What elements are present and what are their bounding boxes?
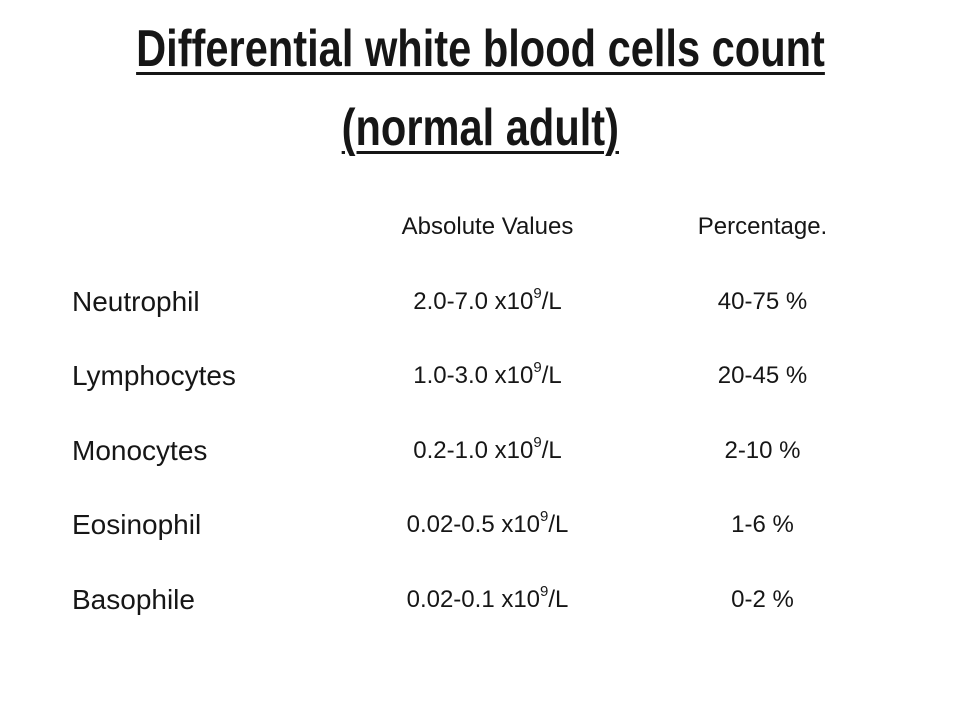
abs-unit: /L — [548, 511, 569, 539]
column-header-absolute-values-cell: Absolute Values — [330, 190, 645, 265]
title-line-1-text: Differential white blood cells count — [135, 20, 825, 78]
abs-range: 0.02-0.1 x10 — [406, 585, 541, 613]
table-row-absolute-cell: 0.02-0.1 x109/L — [330, 563, 645, 638]
table-row-percentage-cell: 1-6 % — [645, 488, 880, 563]
abs-exponent: 9 — [533, 284, 542, 302]
abs-unit: /L — [541, 436, 562, 464]
row-label: Basophile — [72, 583, 195, 615]
row-label: Lymphocytes — [72, 360, 236, 392]
percentage-value: 2-10 % — [724, 436, 801, 464]
absolute-value: 0.2-1.0 x109/L — [413, 433, 562, 465]
title-line-2-text: (normal adult) — [341, 99, 619, 157]
abs-exponent: 9 — [540, 582, 549, 600]
percentage-value: 0-2 % — [731, 585, 794, 613]
absolute-value: 0.02-0.5 x109/L — [406, 508, 569, 539]
header-spacer — [0, 190, 72, 265]
row-spacer — [0, 488, 72, 563]
table-row-percentage-cell: 0-2 % — [645, 563, 880, 638]
abs-unit: /L — [548, 585, 569, 613]
column-header-percentage-cell: Percentage. — [645, 190, 880, 265]
table-row-absolute-cell: 0.02-0.5 x109/L — [330, 488, 645, 563]
table-row-name-cell: Basophile — [72, 563, 330, 638]
abs-unit: /L — [541, 287, 562, 315]
row-spacer — [0, 265, 72, 340]
absolute-value: 0.02-0.1 x109/L — [406, 582, 569, 614]
abs-range: 1.0-3.0 x10 — [413, 362, 534, 390]
table-row-percentage-cell: 20-45 % — [645, 339, 880, 414]
table-row-name-cell: Neutrophil — [72, 265, 330, 340]
table-row-name-cell: Lymphocytes — [72, 339, 330, 414]
abs-exponent: 9 — [540, 508, 549, 526]
row-label: Neutrophil — [72, 285, 200, 317]
column-header-absolute-values: Absolute Values — [401, 213, 574, 241]
abs-unit: /L — [541, 362, 562, 390]
row-label: Eosinophil — [72, 509, 202, 541]
absolute-value: 1.0-3.0 x109/L — [413, 359, 562, 390]
abs-exponent: 9 — [533, 433, 542, 451]
row-label: Monocytes — [72, 434, 208, 466]
table-row-absolute-cell: 1.0-3.0 x109/L — [330, 339, 645, 414]
abs-range: 0.02-0.5 x10 — [406, 511, 541, 539]
title-line-2: (normal adult) — [0, 95, 960, 174]
title-line-1: Differential white blood cells count — [0, 16, 960, 95]
percentage-value: 20-45 % — [717, 362, 808, 390]
table-row-absolute-cell: 0.2-1.0 x109/L — [330, 414, 645, 489]
abs-range: 2.0-7.0 x10 — [413, 287, 534, 315]
table-row-percentage-cell: 40-75 % — [645, 265, 880, 340]
wbc-table: Absolute Values Percentage. Neutrophil 2… — [0, 190, 960, 637]
table-row-percentage-cell: 2-10 % — [645, 414, 880, 489]
percentage-value: 1-6 % — [731, 511, 794, 539]
table-row-name-cell: Eosinophil — [72, 488, 330, 563]
percentage-value: 40-75 % — [717, 287, 808, 315]
slide-title: Differential white blood cells count (no… — [0, 16, 960, 174]
header-name-spacer — [72, 190, 330, 265]
absolute-value: 2.0-7.0 x109/L — [413, 284, 562, 316]
row-spacer — [0, 563, 72, 638]
table-row-name-cell: Monocytes — [72, 414, 330, 489]
abs-exponent: 9 — [533, 359, 542, 377]
column-header-percentage: Percentage. — [697, 213, 828, 241]
abs-range: 0.2-1.0 x10 — [413, 436, 534, 464]
row-spacer — [0, 414, 72, 489]
row-spacer — [0, 339, 72, 414]
table-row-absolute-cell: 2.0-7.0 x109/L — [330, 265, 645, 340]
